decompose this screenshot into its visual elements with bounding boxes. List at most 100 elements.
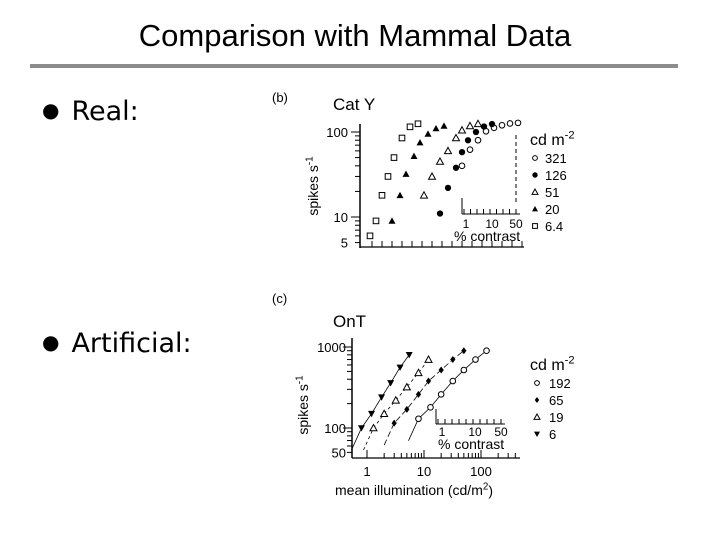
panel-c-point-19 xyxy=(414,368,423,377)
panel-c-point-192 xyxy=(449,377,457,385)
panel-c-point-192 xyxy=(472,356,479,363)
panel-b-legend-label: 51 xyxy=(545,185,559,200)
panel-b-label: (b) xyxy=(272,90,288,105)
panel-c-legend-marker-192 xyxy=(534,380,540,386)
panel-b-point-6_4 xyxy=(406,123,414,131)
panel-b-point-20 xyxy=(440,122,448,129)
panel-b-inset-tick-label: 10 xyxy=(485,217,499,231)
panel-b-y-tick-label: 10 xyxy=(334,210,348,225)
panel-b-point-126 xyxy=(464,137,472,144)
panel-b-point-51 xyxy=(451,133,461,142)
panel-b-point-20 xyxy=(432,124,440,132)
panel-c-point-192 xyxy=(437,391,445,398)
panel-c-inset-tick-label: 10 xyxy=(468,425,482,439)
bullet-dot: ● xyxy=(42,330,60,354)
panel-b-legend-label: 321 xyxy=(545,151,567,166)
panel-c-point-6 xyxy=(396,364,404,371)
panel-b-y-tick-label: 100 xyxy=(326,125,348,140)
panel-c-point-65 xyxy=(450,356,456,364)
panel-b-point-321 xyxy=(514,119,522,127)
panel-b-legend-marker-20 xyxy=(532,206,538,212)
panel-b-legend-label: 126 xyxy=(545,168,567,183)
panel-b-legend-label: 6.4 xyxy=(545,219,563,234)
bullet-dot: ● xyxy=(42,98,60,122)
panel-b-point-126 xyxy=(472,128,480,136)
panel-c-point-65 xyxy=(438,366,444,374)
panel-b-point-20 xyxy=(416,139,424,146)
panel-b-point-51 xyxy=(435,156,445,165)
panel-c-y-tick-label: 1000 xyxy=(317,340,346,355)
panel-c-point-65 xyxy=(461,347,467,355)
panel-b-point-321 xyxy=(458,162,466,170)
bullet-real: ● Real: xyxy=(42,96,139,127)
panel-c-point-6 xyxy=(405,352,413,359)
panel-b-inset-tick-label: 1 xyxy=(463,217,470,231)
title-underline xyxy=(30,64,678,68)
panel-c-point-19 xyxy=(424,355,433,363)
panel-b-point-20 xyxy=(424,130,432,137)
panel-c-legend-marker-65 xyxy=(534,397,540,403)
panel-b-point-6_4 xyxy=(398,134,406,142)
panel-b-point-321 xyxy=(474,136,482,144)
panel-c-point-192 xyxy=(427,404,434,411)
panel-c-point-19 xyxy=(402,382,412,391)
panel-b-legend-marker-126 xyxy=(532,172,538,178)
panel-b-legend-label: 20 xyxy=(545,202,559,217)
panel-c-inset-tick-label: 50 xyxy=(494,425,508,439)
panel-b-point-6_4 xyxy=(390,154,398,161)
panel-b-point-51 xyxy=(427,171,437,180)
panel-c-inset-xlabel: % contrast xyxy=(438,436,504,452)
panel-b-point-20 xyxy=(388,217,396,224)
panel-c-point-192 xyxy=(483,347,490,355)
panel-b-legend-title: cd m-2 xyxy=(530,130,575,149)
panel-c-legend-label: 6 xyxy=(549,427,556,442)
panel-b-title: Cat Y xyxy=(333,95,375,114)
panel-b-legend-marker-51 xyxy=(531,187,539,195)
panel-c-legend-label: 19 xyxy=(549,410,563,425)
panel-c-ylabel: spikes s-1 xyxy=(294,375,311,434)
bullet-artificial: ● Artificial: xyxy=(42,328,192,359)
panel-c-x-tick-label: 1 xyxy=(363,464,370,479)
panel-b-point-51 xyxy=(419,190,429,199)
panel-c-point-6 xyxy=(368,410,376,418)
panel-c-point-6 xyxy=(387,380,395,387)
panel-c-fit-curve-65 xyxy=(383,350,465,446)
panel-b-legend-marker-321 xyxy=(532,155,538,161)
bullet-real-label: Real: xyxy=(71,96,139,127)
panel-b-point-6_4 xyxy=(378,192,386,199)
panel-b-y-tick-label: 5 xyxy=(341,236,348,251)
panel-b-point-20 xyxy=(410,152,418,159)
panel-c-y-tick-label: 100 xyxy=(324,421,346,436)
panel-c-legend-title: cd m-2 xyxy=(530,355,575,374)
panel-c-inset-tick-label: 1 xyxy=(439,425,446,439)
panel-c-point-192 xyxy=(460,366,468,374)
panel-b-point-6_4 xyxy=(372,217,380,225)
panel-c-point-19 xyxy=(379,409,389,418)
panel-b-point-126 xyxy=(436,210,444,217)
panel-b-point-20 xyxy=(402,170,410,177)
panel-b-point-51 xyxy=(443,146,453,155)
panel-c-point-65 xyxy=(425,377,432,385)
panel-b-point-126 xyxy=(458,148,466,156)
panel-c-point-65 xyxy=(415,390,422,398)
panel-c-point-192 xyxy=(415,415,422,423)
panel-b-inset-tick-label: 50 xyxy=(509,217,523,231)
panel-b-inset-xlabel: % contrast xyxy=(454,228,520,244)
panel-b-ylabel: spikes s-1 xyxy=(304,156,321,215)
panel-b-point-126 xyxy=(480,123,488,130)
panel-c-point-65 xyxy=(391,419,397,427)
panel-b-point-126 xyxy=(488,120,496,128)
panel-b-legend-marker-6_4 xyxy=(532,223,538,229)
panel-b-point-321 xyxy=(466,146,474,153)
panel-c-legend-marker-6 xyxy=(534,431,540,437)
slide-title: Comparison with Mammal Data xyxy=(138,18,572,53)
panel-b-point-51 xyxy=(465,121,475,130)
panel-c-point-6 xyxy=(357,425,365,432)
panel-b-point-321 xyxy=(498,121,506,129)
panel-b-point-126 xyxy=(444,184,452,192)
panel-c-point-19 xyxy=(391,395,401,404)
panel-b-point-126 xyxy=(452,164,460,171)
panel-c-point-6 xyxy=(378,394,386,401)
panel-b-point-6_4 xyxy=(366,232,374,240)
